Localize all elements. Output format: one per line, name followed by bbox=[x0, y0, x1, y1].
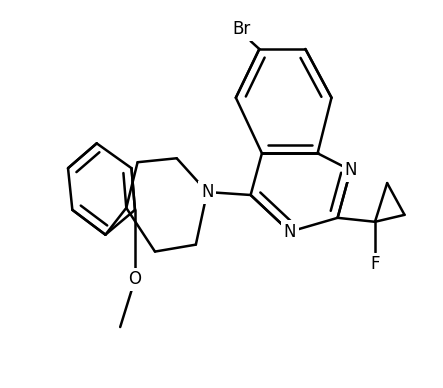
Text: N: N bbox=[344, 161, 357, 179]
Text: O: O bbox=[128, 270, 141, 288]
Text: N: N bbox=[284, 223, 296, 241]
Text: F: F bbox=[370, 255, 380, 274]
Text: Br: Br bbox=[232, 20, 250, 38]
Text: N: N bbox=[201, 183, 214, 201]
